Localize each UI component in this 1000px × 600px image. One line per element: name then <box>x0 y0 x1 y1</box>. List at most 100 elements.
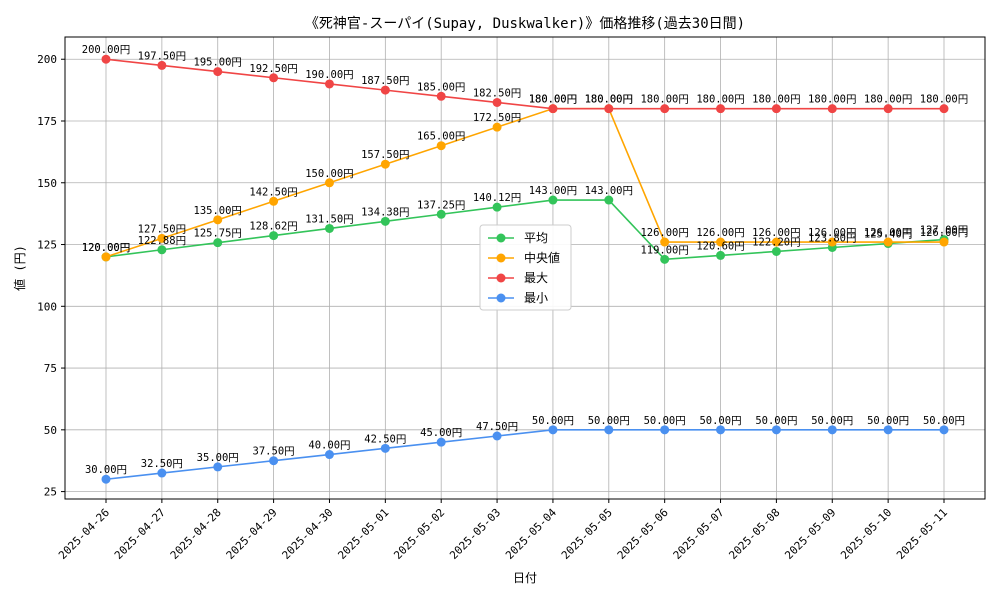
data-point <box>939 104 949 114</box>
data-point <box>324 450 334 460</box>
data-label: 180.00円 <box>696 94 744 106</box>
data-label: 120.60円 <box>696 240 744 252</box>
data-point <box>548 104 558 114</box>
data-label: 172.50円 <box>473 112 521 124</box>
x-tick-label: 2025-05-01 <box>335 506 391 562</box>
data-label: 180.00円 <box>640 94 688 106</box>
data-label: 126.00円 <box>752 227 800 239</box>
data-point <box>604 195 614 205</box>
data-point <box>939 425 949 435</box>
y-axis-label: 値 (円) <box>12 245 27 291</box>
y-tick-label: 150 <box>37 177 57 190</box>
data-labels: 120.00円 122.88円 125.75円 128.62円 131.50円 134.3… <box>82 44 968 476</box>
data-point <box>771 246 781 256</box>
data-point <box>380 216 390 226</box>
data-point <box>269 231 279 241</box>
data-point <box>436 141 446 151</box>
x-tick-label: 2025-05-07 <box>671 506 727 562</box>
y-tick-label: 175 <box>37 115 57 128</box>
data-label: 200.00円 <box>82 44 130 56</box>
legend-swatch-marker <box>496 233 506 243</box>
data-label: 127.50円 <box>138 223 186 235</box>
legend-box <box>479 224 572 311</box>
data-label: 165.00円 <box>417 131 465 143</box>
data-label: 143.00円 <box>585 185 633 197</box>
legend-swatch-marker <box>496 253 506 263</box>
x-tick-label: 2025-05-04 <box>503 506 559 562</box>
data-label: 47.50円 <box>476 421 518 433</box>
data-point <box>157 233 167 243</box>
data-label: 180.00円 <box>920 94 968 106</box>
x-tick-label: 2025-04-29 <box>224 506 280 562</box>
data-point <box>213 462 223 472</box>
data-point <box>660 104 670 114</box>
x-axis-label: 日付 <box>513 571 537 585</box>
data-label: 180.00円 <box>808 94 856 106</box>
data-label: 180.00円 <box>752 94 800 106</box>
series-layer <box>101 54 949 484</box>
data-label: 180.00円 <box>864 94 912 106</box>
data-point <box>157 245 167 255</box>
x-tick-label: 2025-05-03 <box>447 506 503 562</box>
data-point <box>436 91 446 101</box>
series-line <box>105 199 945 261</box>
data-label: 185.00円 <box>417 81 465 93</box>
grid <box>65 37 985 499</box>
x-tick-label: 2025-05-09 <box>782 506 838 562</box>
data-point <box>213 238 223 248</box>
data-label: 126.00円 <box>808 227 856 239</box>
data-label: 126.00円 <box>920 227 968 239</box>
y-tick-label: 100 <box>37 300 57 313</box>
data-label: 126.00円 <box>864 227 912 239</box>
data-point <box>213 215 223 225</box>
data-point <box>157 60 167 70</box>
data-point <box>771 237 781 247</box>
legend-swatch-marker <box>496 273 506 283</box>
data-point <box>939 237 949 247</box>
data-point <box>716 104 726 114</box>
data-point <box>324 79 334 89</box>
data-point <box>101 474 111 484</box>
data-point <box>660 425 670 435</box>
data-point <box>436 437 446 447</box>
x-tick-label: 2025-05-02 <box>391 506 447 562</box>
data-label: 157.50円 <box>361 149 409 161</box>
data-point <box>436 209 446 219</box>
data-point <box>883 104 893 114</box>
data-label: 30.00円 <box>85 464 127 476</box>
data-label: 192.50円 <box>249 63 297 75</box>
y-axis-ticks: 25 50 75 100 125 150 175 200 <box>37 53 65 499</box>
data-label: 182.50円 <box>473 87 521 99</box>
series-line <box>105 107 944 258</box>
data-point <box>604 425 614 435</box>
data-label: 122.88円 <box>138 235 186 247</box>
x-tick-label: 2025-05-08 <box>726 506 782 562</box>
data-label: 37.50円 <box>253 446 295 458</box>
data-label: 126.00円 <box>640 227 688 239</box>
data-point <box>660 237 670 247</box>
series-line <box>105 58 944 110</box>
data-point <box>157 468 167 478</box>
data-label: 125.75円 <box>194 228 242 240</box>
data-label: 180.00円 <box>529 94 577 106</box>
data-label: 123.80円 <box>808 232 856 244</box>
data-point <box>380 159 390 169</box>
data-label: 195.00円 <box>194 57 242 69</box>
y-tick-label: 50 <box>44 424 57 437</box>
data-point <box>101 252 111 262</box>
data-point <box>269 196 279 206</box>
x-tick-label: 2025-05-10 <box>838 506 894 562</box>
data-label: 143.00円 <box>529 185 577 197</box>
data-point <box>883 425 893 435</box>
data-label: 50.00円 <box>699 415 741 427</box>
data-label: 128.62円 <box>249 221 297 233</box>
y-tick-label: 200 <box>37 53 57 66</box>
data-label: 32.50円 <box>141 458 183 470</box>
data-label: 50.00円 <box>923 415 965 427</box>
data-point <box>324 223 334 233</box>
plot-frame <box>64 36 986 500</box>
x-tick-label: 2025-04-26 <box>56 506 112 562</box>
